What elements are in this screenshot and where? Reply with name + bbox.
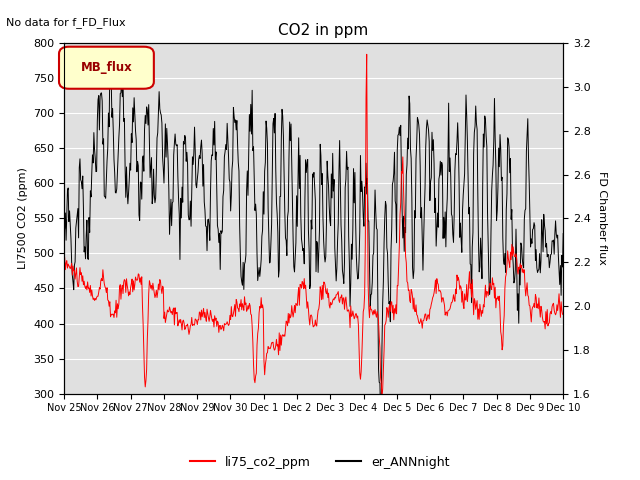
Text: MB_flux: MB_flux [81,61,132,74]
Legend: li75_co2_ppm, er_ANNnight: li75_co2_ppm, er_ANNnight [186,451,454,474]
Text: No data for f_FD_Flux: No data for f_FD_Flux [6,17,126,28]
Y-axis label: FD Chamber flux: FD Chamber flux [598,171,607,265]
Title: CO2 in ppm: CO2 in ppm [278,23,369,38]
Y-axis label: LI7500 CO2 (ppm): LI7500 CO2 (ppm) [17,168,28,269]
FancyBboxPatch shape [59,47,154,89]
